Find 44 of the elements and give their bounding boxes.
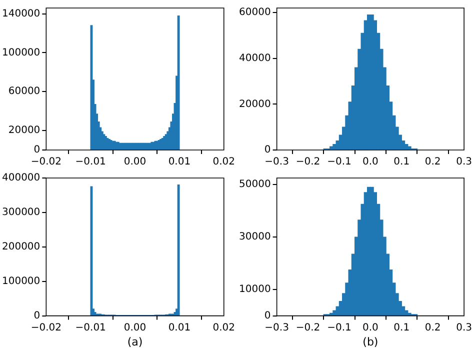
y-tick-label: 0 bbox=[34, 144, 40, 156]
y-tick-label: 400000 bbox=[2, 172, 40, 184]
y-tick-label: 40000 bbox=[239, 52, 271, 64]
x-tick-label: −0.2 bbox=[296, 322, 320, 334]
x-tick-label: 0.1 bbox=[394, 322, 410, 334]
x-tick-label: 0.2 bbox=[424, 322, 441, 334]
x-tick-label: 0.3 bbox=[456, 322, 472, 334]
x-tick-label: 0.1 bbox=[394, 156, 410, 168]
y-tick-label: 0 bbox=[264, 144, 271, 156]
y-tick-label: 0 bbox=[34, 310, 40, 322]
y-tick-label: 10000 bbox=[239, 284, 271, 296]
x-tick-label: −0.01 bbox=[75, 156, 106, 168]
y-tick-label: 20000 bbox=[239, 98, 271, 110]
y-tick-label: 300000 bbox=[2, 207, 40, 218]
y-tick-label: 200000 bbox=[2, 241, 40, 252]
x-tick-label: 0.0 bbox=[362, 156, 378, 168]
x-tick-label: 0.2 bbox=[424, 156, 441, 168]
x-tick-label: 0.00 bbox=[124, 156, 146, 168]
y-tick-label: 60000 bbox=[8, 86, 40, 98]
x-axis-title: (b) bbox=[362, 335, 378, 348]
y-tick-label: 0 bbox=[264, 310, 271, 322]
x-tick-label: −0.3 bbox=[264, 156, 289, 168]
y-tick-label: 30000 bbox=[239, 232, 271, 243]
x-tick-label: 0.0 bbox=[362, 322, 378, 334]
x-tick-label: 0.02 bbox=[212, 322, 235, 334]
x-tick-label: 0.01 bbox=[168, 322, 191, 334]
x-tick-label: −0.1 bbox=[327, 322, 352, 334]
x-tick-label: 0.01 bbox=[168, 156, 191, 168]
x-tick-label: −0.3 bbox=[264, 322, 289, 334]
y-tick-label: 60000 bbox=[239, 7, 271, 18]
y-tick-label: 140000 bbox=[2, 8, 40, 20]
x-tick-label: −0.1 bbox=[327, 156, 352, 168]
x-tick-label: 0.3 bbox=[456, 156, 472, 168]
x-axis-title: (a) bbox=[127, 335, 143, 348]
y-tick-label: 100000 bbox=[2, 47, 40, 58]
x-tick-label: 0.00 bbox=[124, 322, 146, 334]
x-tick-label: −0.01 bbox=[75, 322, 106, 334]
x-tick-label: −0.02 bbox=[30, 156, 62, 168]
y-tick-label: 20000 bbox=[8, 125, 40, 136]
y-tick-label: 50000 bbox=[239, 179, 271, 190]
x-tick-label: −0.02 bbox=[30, 322, 62, 334]
x-tick-label: 0.02 bbox=[212, 156, 235, 168]
x-tick-label: −0.2 bbox=[296, 156, 320, 168]
y-tick-label: 100000 bbox=[2, 276, 40, 287]
